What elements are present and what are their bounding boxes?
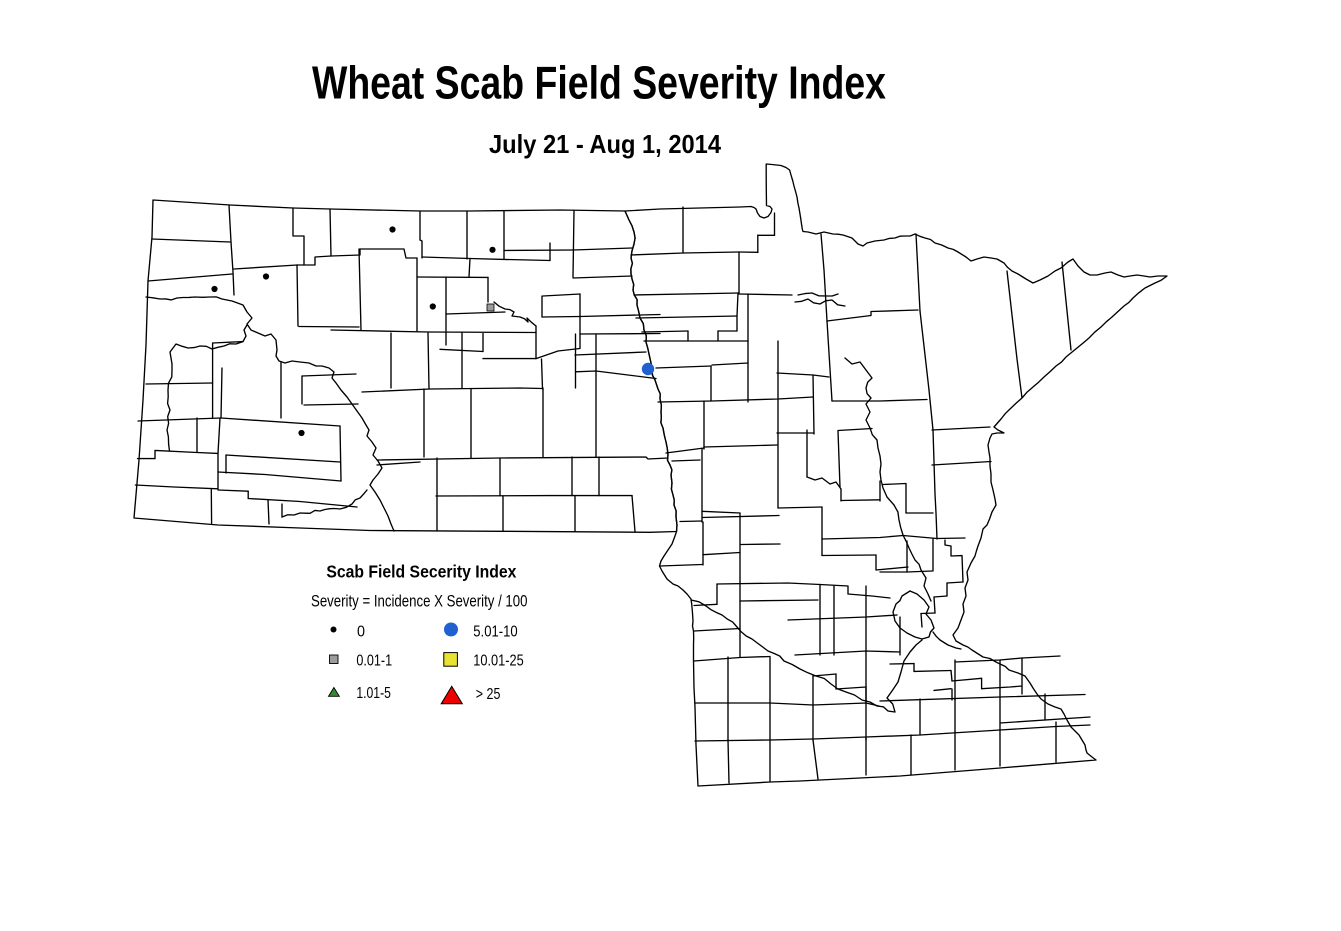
svg-text:10.01-25: 10.01-25	[473, 653, 523, 670]
svg-text:5.01-10: 5.01-10	[473, 624, 518, 641]
svg-text:> 25: > 25	[476, 686, 501, 703]
svg-text:1.01-5: 1.01-5	[356, 685, 391, 702]
svg-text:July 21 - Aug 1, 2014: July 21 - Aug 1, 2014	[489, 129, 721, 159]
svg-text:0: 0	[357, 624, 365, 641]
svg-text:Severity = Incidence X Severit: Severity = Incidence X Severity / 100	[311, 592, 528, 610]
svg-text:Scab Field Secerity Index: Scab Field Secerity Index	[326, 561, 516, 581]
svg-text:Wheat Scab Field Severity Inde: Wheat Scab Field Severity Index	[312, 56, 886, 108]
svg-text:0.01-1: 0.01-1	[356, 653, 392, 670]
